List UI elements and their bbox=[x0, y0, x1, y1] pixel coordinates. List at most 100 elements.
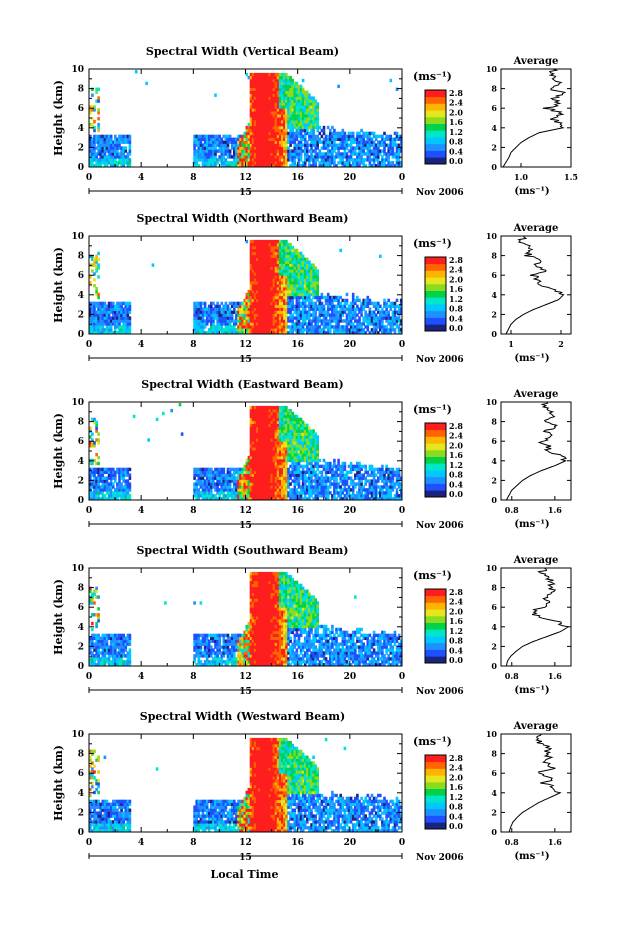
heatmap-cell bbox=[255, 426, 259, 430]
heatmap-cell bbox=[128, 488, 132, 492]
heatmap-cell bbox=[245, 239, 249, 244]
heatmap-cell bbox=[249, 458, 253, 463]
heatmap-cell bbox=[324, 325, 328, 329]
heatmap-cell bbox=[278, 146, 282, 150]
heatmap-cell bbox=[260, 298, 263, 303]
heatmap-cell bbox=[226, 310, 230, 314]
heatmap-cell bbox=[262, 441, 265, 445]
heatmap-cell bbox=[372, 143, 376, 147]
heatmap-cell bbox=[295, 108, 299, 112]
heatmap-cell bbox=[228, 149, 232, 153]
heatmap-cell bbox=[285, 319, 288, 323]
heatmap-cell bbox=[253, 152, 257, 156]
heatmap-cell bbox=[243, 470, 246, 474]
heatmap-cell bbox=[237, 140, 240, 144]
heatmap-cell bbox=[293, 96, 297, 100]
heatmap-cell bbox=[358, 149, 361, 153]
heatmap-cell bbox=[262, 438, 265, 442]
heatmap-cell bbox=[95, 257, 98, 261]
heatmap-cell bbox=[207, 164, 211, 168]
heatmap-cell bbox=[291, 325, 294, 329]
heatmap-cell bbox=[258, 491, 261, 495]
heatmap-cell bbox=[272, 304, 276, 308]
heatmap-cell bbox=[270, 485, 274, 489]
heatmap-cell bbox=[293, 263, 297, 267]
heatmap-cell bbox=[295, 257, 299, 261]
heatmap-cell bbox=[274, 161, 278, 165]
heatmap-cell bbox=[224, 476, 228, 480]
heatmap-cell bbox=[306, 114, 309, 118]
heatmap-cell bbox=[210, 476, 213, 480]
heatmap-cell bbox=[333, 328, 336, 332]
heatmap-cell bbox=[233, 485, 236, 489]
heatmap-cell bbox=[272, 453, 276, 457]
heatmap-cell bbox=[195, 325, 198, 329]
heatmap-cell bbox=[99, 328, 102, 332]
heatmap-cell bbox=[105, 304, 109, 308]
heatmap-cell bbox=[387, 143, 390, 147]
heatmap-cell bbox=[212, 470, 215, 474]
heatmap-cell bbox=[91, 328, 94, 332]
heatmap-cell bbox=[322, 161, 326, 165]
heatmap-cell bbox=[222, 161, 226, 165]
heatmap-cell bbox=[379, 164, 382, 168]
heatmap-cell bbox=[239, 476, 242, 480]
heatmap-cell bbox=[333, 155, 336, 159]
heatmap-cell bbox=[249, 278, 253, 282]
colorbar-unit: (ms⁻¹) bbox=[413, 237, 452, 250]
heatmap-cell bbox=[253, 96, 257, 100]
heatmap-cell bbox=[306, 149, 309, 153]
day-label: 15 bbox=[239, 355, 252, 365]
heatmap-cell bbox=[278, 420, 282, 424]
heatmap-cell bbox=[122, 301, 125, 306]
heatmap-cell bbox=[295, 275, 299, 279]
heatmap-cell bbox=[195, 491, 198, 495]
heatmap-cell bbox=[214, 146, 217, 150]
heatmap-cell bbox=[274, 485, 278, 489]
heatmap-cell bbox=[299, 143, 303, 147]
heatmap-cell bbox=[312, 292, 315, 297]
heatmap-cell bbox=[274, 301, 278, 306]
heatmap-cell bbox=[347, 304, 351, 308]
heatmap-cell bbox=[255, 423, 259, 427]
heatmap-cell bbox=[103, 331, 107, 335]
heatmap-cell bbox=[301, 301, 305, 306]
heatmap-cell bbox=[364, 319, 367, 323]
heatmap-cell bbox=[314, 114, 317, 118]
heatmap-cell bbox=[107, 319, 111, 323]
heatmap-cell bbox=[339, 146, 342, 150]
heatmap-cell bbox=[253, 128, 257, 133]
heatmap-cell bbox=[226, 161, 230, 165]
heatmap-cell bbox=[345, 155, 349, 159]
heatmap-cell bbox=[243, 313, 246, 317]
heatmap-cell bbox=[253, 87, 257, 91]
heatmap-cell bbox=[276, 146, 280, 150]
heatmap-cell bbox=[203, 155, 207, 159]
colorbar-swatch bbox=[425, 297, 446, 305]
heatmap-cell bbox=[281, 426, 284, 430]
heatmap-cell bbox=[249, 491, 253, 495]
heatmap-cell bbox=[281, 128, 284, 133]
heatmap-cell bbox=[276, 319, 280, 323]
heatmap-cell bbox=[155, 417, 159, 422]
heatmap-cell bbox=[262, 458, 265, 463]
heatmap-cell bbox=[193, 482, 196, 486]
heatmap-cell bbox=[249, 417, 253, 422]
heatmap-cell bbox=[101, 137, 105, 141]
heatmap-cell bbox=[199, 476, 203, 480]
heatmap-cell bbox=[262, 423, 265, 427]
heatmap-cell bbox=[337, 84, 340, 89]
heatmap-cell bbox=[270, 146, 274, 150]
heatmap-cell bbox=[253, 122, 257, 127]
heatmap-cell bbox=[274, 164, 278, 168]
heatmap-cell bbox=[253, 84, 257, 89]
heatmap-cell bbox=[316, 158, 319, 162]
heatmap-cell bbox=[281, 140, 284, 144]
heatmap-cell bbox=[287, 316, 290, 320]
heatmap-cell bbox=[320, 155, 324, 159]
heatmap-cell bbox=[251, 423, 255, 427]
heatmap-cell bbox=[258, 137, 261, 141]
heatmap-cell bbox=[274, 158, 278, 162]
heatmap-cell bbox=[293, 122, 297, 127]
heatmap-cell bbox=[216, 325, 219, 329]
